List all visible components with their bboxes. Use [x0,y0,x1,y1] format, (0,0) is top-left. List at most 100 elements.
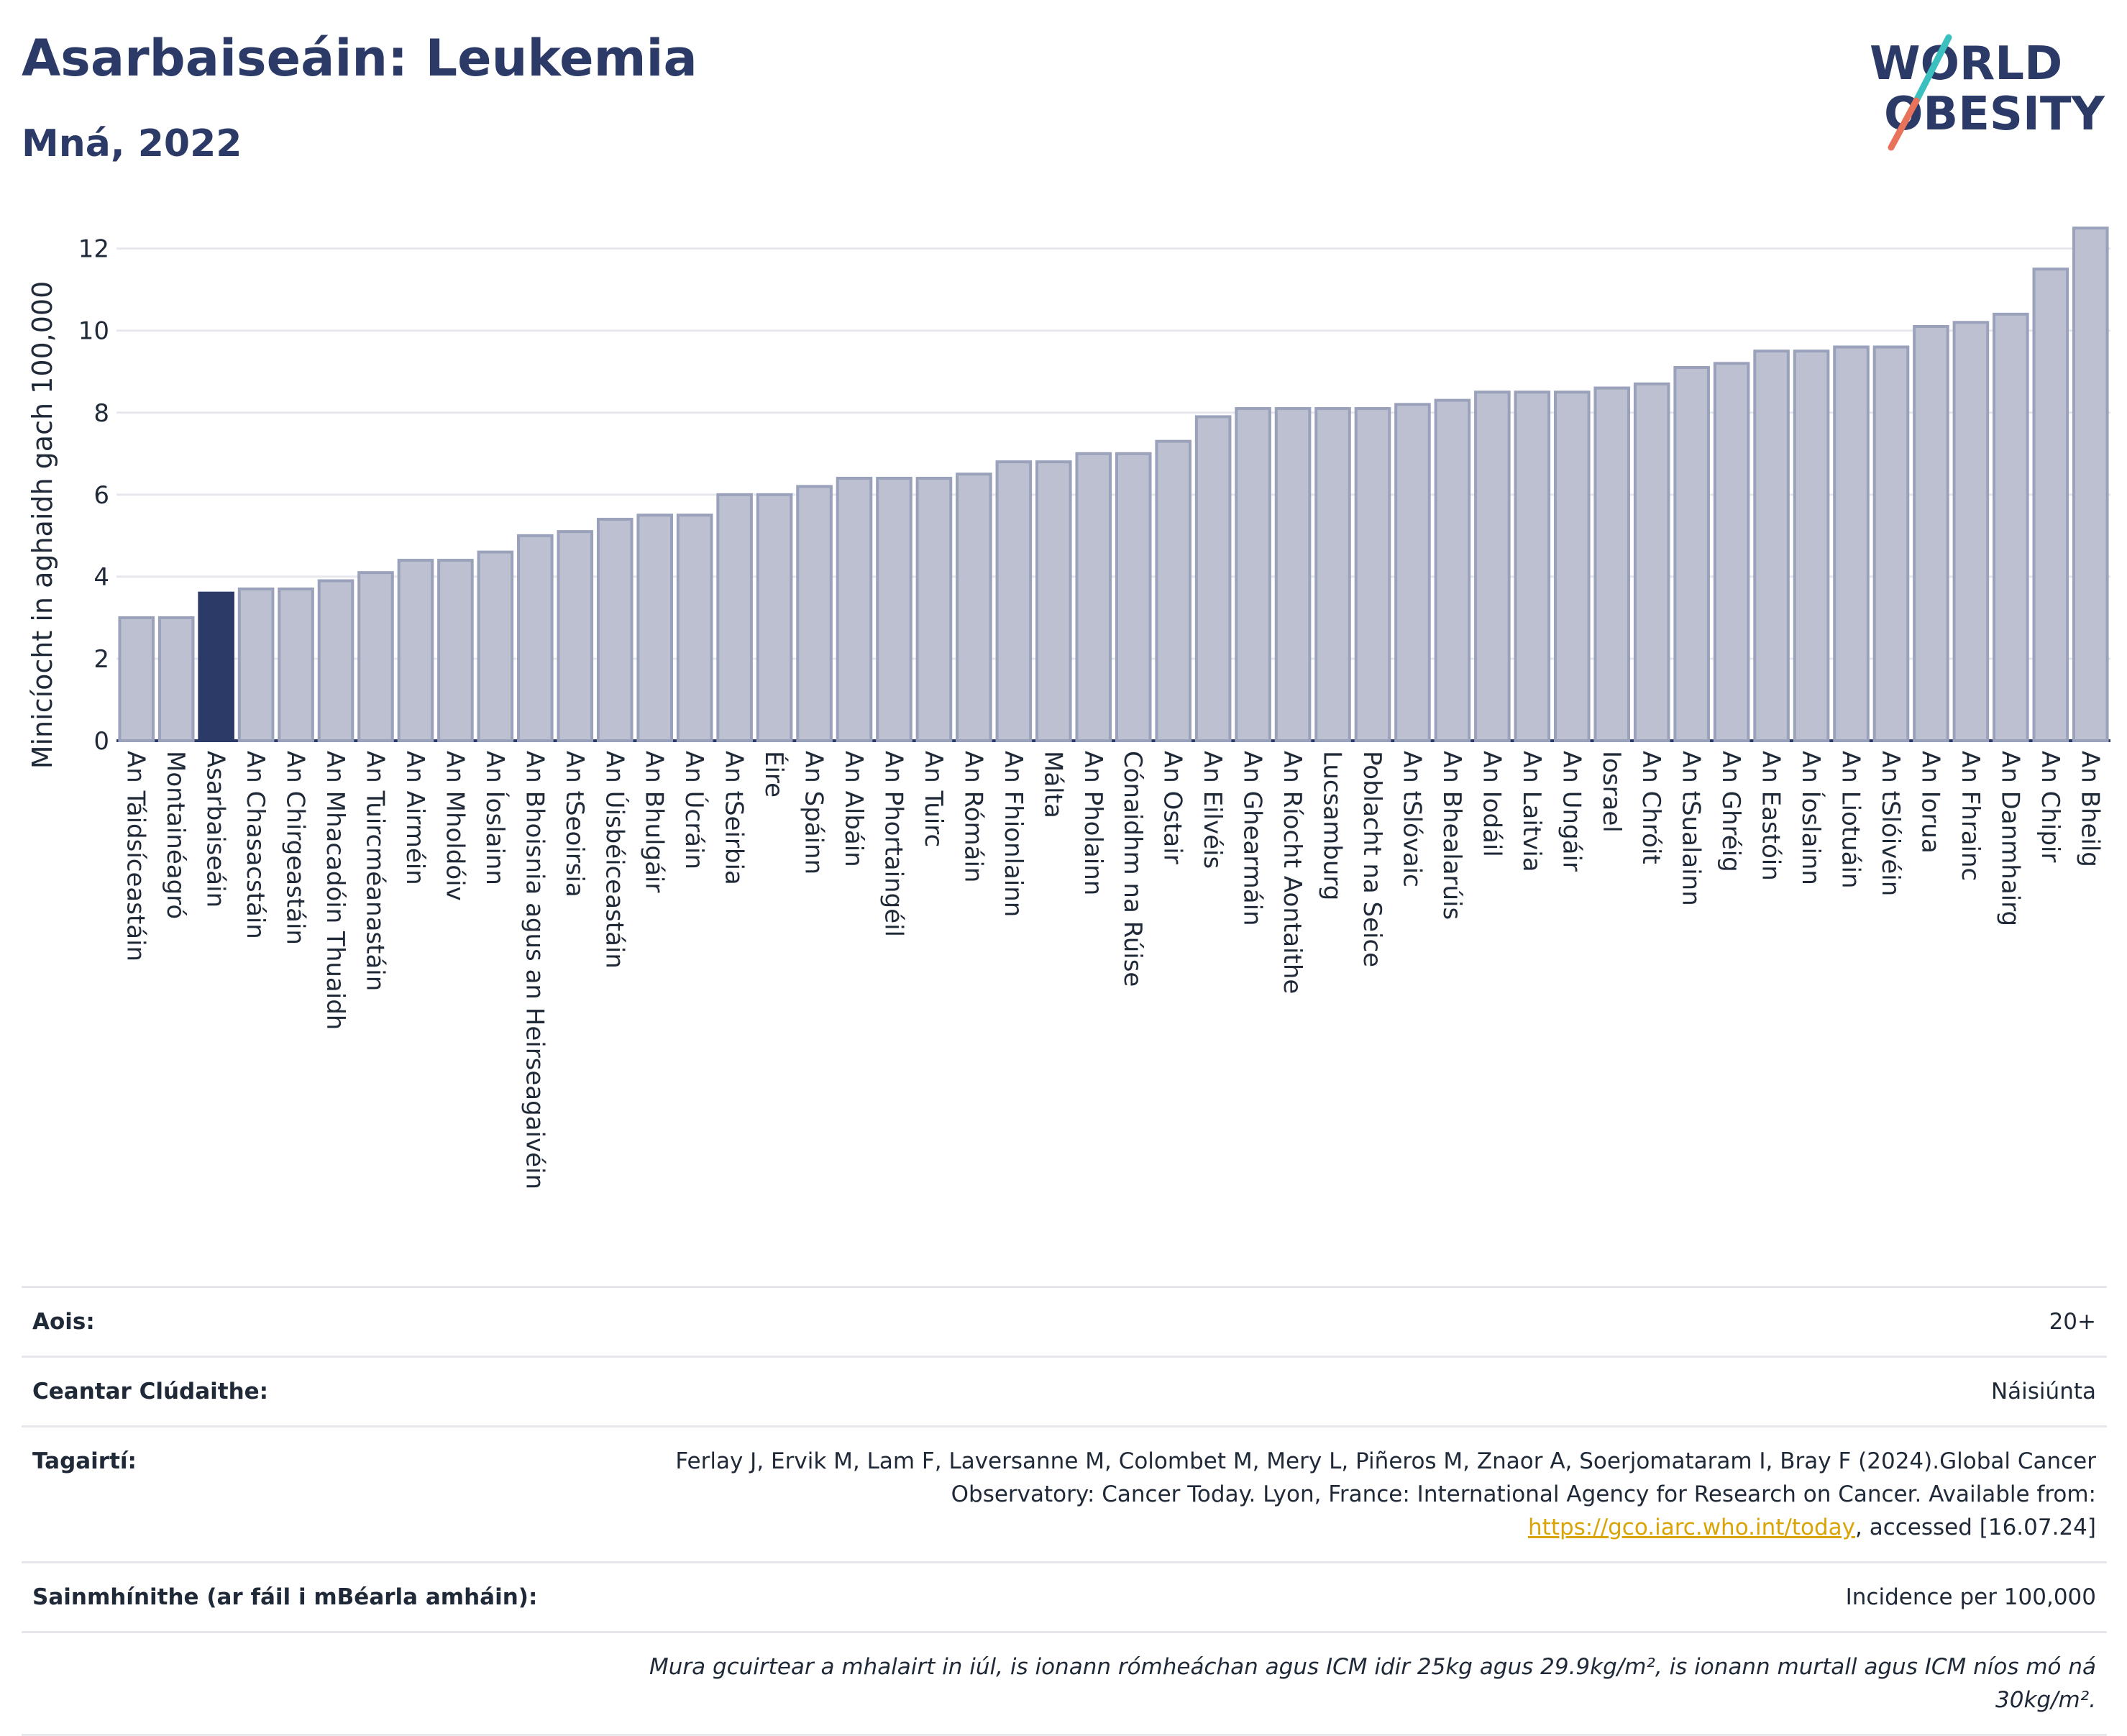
y-tick-label: 6 [93,481,109,510]
x-tick-label: An Bhoisnia agus an Heirseagaivéin [520,751,549,1189]
world-obesity-logo: WORLD OBESITY [1870,34,2105,151]
x-tick-label: An Bhulgáir [640,751,669,892]
definitions-value: Incidence per 100,000 [1845,1584,2096,1610]
bar [1354,407,1391,742]
bar [1314,407,1351,742]
definitions-label: Sainmhínithe (ar fáil i mBéarla amháin): [32,1584,538,1610]
bar [876,477,912,742]
bar [1514,390,1551,742]
bar [1194,415,1232,742]
x-tick-label: An Phortaingéil [879,751,907,937]
bar [1833,345,1870,742]
x-tick-label: An tSlóvaic [1397,751,1426,887]
references-text: Ferlay J, Ervik M, Lam F, Laversanne M, … [675,1448,2096,1507]
x-tick-label: Montainéagró [161,751,190,919]
x-tick-label: An Úcráin [680,751,709,869]
info-row-age: Aois: 20+ [22,1286,2107,1356]
bar [157,616,195,742]
logo-line1: WORLD [1870,37,2062,91]
references-label: Tagairtí: [32,1448,137,1474]
bar [1235,407,1271,742]
bar [836,477,873,742]
bar [1075,452,1112,742]
bar [1553,390,1591,742]
bar [1633,382,1670,742]
bar [1673,366,1710,742]
x-tick-label: Málta [1038,751,1067,818]
area-value: Náisiúnta [1990,1379,2096,1404]
page-subtitle: Mná, 2022 [22,122,242,165]
x-tick-label: An Spáinn [800,751,828,874]
x-tick-label: An tSlóivéin [1876,751,1905,896]
bar [716,493,753,742]
x-tick-label: An Bhealarúis [1437,751,1466,920]
bar [1434,398,1471,742]
bar [995,460,1033,742]
x-tick-label: An Ungáir [1557,751,1586,872]
x-tick-label: An tSualainn [1677,751,1706,906]
bar [437,559,474,742]
bar [1035,460,1072,742]
x-tick-label: An Pholainn [1079,751,1107,895]
bar [397,559,434,742]
x-tick-label: Asarbaiseáin [201,751,230,908]
x-tick-label: An Iodáil [1477,751,1506,857]
x-tick-label: An Mholdóiv [440,751,469,901]
bar [1115,452,1152,742]
bar [1274,407,1312,742]
age-label: Aois: [32,1309,95,1335]
bar [956,472,992,742]
x-tick-label: An Rómáin [959,751,987,882]
bar [1993,312,2029,742]
bar [357,571,394,742]
info-row-references: Tagairtí: Ferlay J, Ervik M, Lam F, Lave… [22,1425,2107,1561]
bar [517,534,554,742]
bar [1155,439,1191,742]
x-tick-label: An tSeoirsia [560,751,589,897]
bar [1753,350,1790,742]
x-tick-label: An Ostair [1158,751,1187,864]
bar [636,513,674,742]
bar [596,518,633,742]
x-tick-label: An Chróit [1637,751,1665,864]
x-tick-label: Iosrael [1597,751,1626,833]
bar [557,530,594,742]
bar [2032,268,2069,742]
x-tick-label: An Iorua [1916,751,1944,854]
bar [1952,321,1990,742]
x-tick-label: An Liotuáin [1836,751,1865,889]
x-tick-label: An Laitvia [1517,751,1546,872]
x-tick-label: An tSeirbia [720,751,749,885]
y-tick-label: 0 [93,727,109,756]
y-axis-label: Minicíocht in aghaidh gach 100,000 [27,281,58,769]
bar [2072,227,2109,742]
bar [477,550,514,742]
y-tick-label: 4 [93,563,109,592]
y-tick-label: 8 [93,399,109,428]
x-tick-label: An Bheilg [2075,751,2104,867]
x-tick-label: An Mhacadóin Thuaidh [321,751,349,1030]
bar [1913,324,1949,742]
bar [796,485,833,742]
y-tick-label: 10 [78,317,109,346]
x-tick-label: An Danmhairg [1995,751,2024,926]
bar [278,587,314,742]
bar [237,587,275,742]
bar [1394,403,1431,742]
bar [1474,390,1511,742]
bar-chart: 0 2 4 6 8 10 12 An Táidsíceastáin Montainéagró A… [27,227,2110,1189]
bar [915,477,953,742]
x-tick-label: An Chirgeastáin [281,751,310,945]
x-tick-label: Éire [759,751,789,798]
x-tick-label: An Tuirc [919,751,948,847]
y-tick-label: 12 [78,235,109,264]
bar [1872,345,1910,742]
references-link[interactable]: https://gco.iarc.who.int/today [1528,1515,1855,1540]
x-tick-label: An Ghréig [1716,751,1745,872]
info-table: Aois: 20+ Ceantar Clúdaithe: Náisiúnta T… [22,1286,2107,1736]
x-tick-label: Cónaidhm na Rúise [1118,751,1147,987]
x-tick-label: An Úisbéiceastáin [600,751,629,969]
x-tick-label: An Eilvéis [1198,751,1227,869]
bar [1593,386,1631,742]
x-tick-label: An Ghearmáin [1238,751,1267,926]
